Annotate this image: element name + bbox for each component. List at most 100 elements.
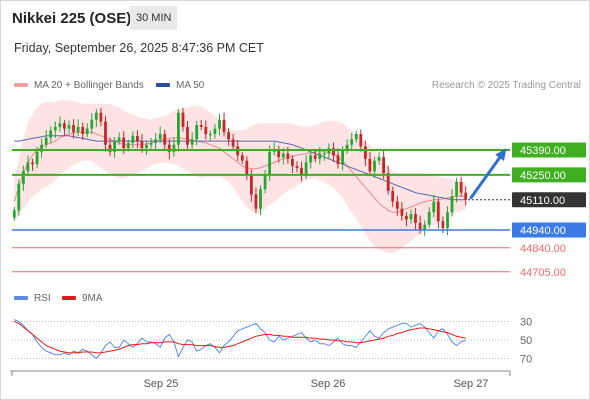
- rsi-line: [14, 319, 466, 360]
- candle-body: [213, 128, 217, 134]
- level-label: 45110.00: [520, 195, 565, 207]
- candle-body: [177, 112, 180, 145]
- candle-body: [163, 134, 167, 145]
- candle-body: [131, 135, 135, 143]
- rsi-swatch-icon: [14, 296, 28, 301]
- candle-body: [432, 201, 436, 213]
- candle-body: [172, 144, 176, 152]
- candle-body: [158, 134, 162, 140]
- candles: [12, 107, 468, 236]
- candle-body: [181, 112, 185, 127]
- candle-body: [295, 166, 299, 168]
- candle-body: [291, 158, 294, 166]
- candle-body: [446, 212, 449, 229]
- candle-body: [227, 132, 230, 140]
- instrument-title: Nikkei 225 (OSE): [12, 10, 132, 27]
- candle-body: [240, 155, 244, 161]
- research-credit: Research © 2025 Trading Central: [431, 80, 581, 91]
- candle-body: [322, 153, 326, 155]
- candle-body: [263, 174, 267, 190]
- candle-body: [136, 135, 139, 142]
- candle-body: [382, 157, 385, 174]
- interval-button[interactable]: 30 MIN: [130, 6, 178, 30]
- level-label: 45390.00: [520, 145, 566, 157]
- bollinger-band-fill: [14, 100, 466, 254]
- candle-body: [368, 158, 372, 172]
- rsi-ma-swatch-icon: [62, 296, 76, 301]
- legend-ma50-label: MA 50: [176, 80, 205, 91]
- level-label-box: [512, 142, 586, 158]
- candle-body: [208, 134, 212, 136]
- candle-body: [423, 224, 427, 230]
- candle-body: [332, 148, 335, 156]
- projection-arrowhead: [495, 148, 507, 161]
- candle-body: [63, 123, 66, 129]
- legend-rsi-label: RSI: [34, 293, 51, 304]
- candle-body: [268, 151, 271, 175]
- candle-body: [145, 144, 148, 149]
- candle-body: [464, 192, 468, 200]
- candle-body: [341, 150, 344, 165]
- candle-body: [354, 134, 358, 140]
- candle-body: [49, 130, 53, 138]
- projection-arrow: [469, 151, 505, 200]
- candle-body: [359, 134, 363, 147]
- x-axis: Sep 25 Sep 26 Sep 27: [10, 370, 511, 390]
- legend-rsi: RSI: [14, 293, 51, 304]
- candle-body: [286, 153, 290, 159]
- candle-body: [85, 128, 89, 134]
- candle-body: [405, 215, 408, 220]
- candle-body: [76, 126, 80, 133]
- candle-body: [391, 190, 395, 202]
- candle-body: [259, 189, 262, 209]
- candle-body: [53, 126, 57, 131]
- level-label: 44940.00: [520, 225, 566, 237]
- candle-body: [199, 125, 203, 127]
- candle-body: [364, 146, 367, 159]
- candle-body: [400, 208, 404, 216]
- candle-body: [427, 212, 431, 225]
- bollinger-swatch-icon: [14, 83, 28, 88]
- candle-body: [72, 125, 75, 133]
- candle-body: [304, 162, 308, 175]
- candle-body: [386, 173, 390, 191]
- bollinger-band: [14, 100, 466, 254]
- level-label: 44705.00: [520, 267, 566, 279]
- candle-body: [281, 153, 285, 158]
- candle-body: [186, 126, 189, 145]
- candle-body: [12, 210, 16, 218]
- level-label-box: [512, 222, 586, 238]
- candle-body: [231, 139, 235, 147]
- candle-body: [81, 126, 85, 134]
- candle-body: [167, 144, 171, 152]
- candle-body: [17, 183, 21, 211]
- rsi-panel: 70 50 30: [12, 317, 532, 366]
- level-label: 45250.00: [520, 170, 566, 182]
- candle-body: [409, 214, 413, 220]
- candle-body: [35, 151, 39, 165]
- level-label-box: [512, 192, 586, 208]
- candle-body: [414, 214, 417, 223]
- candle-body: [318, 153, 322, 159]
- candle-body: [104, 121, 107, 145]
- candle-body: [436, 201, 440, 222]
- candle-body: [345, 144, 349, 150]
- ma50-swatch-icon: [156, 83, 170, 88]
- legend-rsi-ma-label: 9MA: [82, 293, 103, 304]
- candle-body: [154, 139, 157, 143]
- candle-body: [300, 167, 303, 175]
- candle-body: [218, 119, 221, 129]
- ma50-line: [14, 135, 466, 201]
- candle-body: [250, 174, 253, 195]
- level-label-box: [512, 167, 586, 183]
- rsi-tick-label: 30: [520, 317, 532, 329]
- candle-body: [254, 194, 258, 209]
- candle-body: [140, 141, 144, 149]
- candle-body: [309, 155, 313, 163]
- candle-body: [40, 144, 43, 152]
- candle-body: [459, 182, 463, 193]
- candle-body: [44, 137, 48, 145]
- candle-body: [277, 150, 281, 158]
- candle-body: [418, 222, 422, 230]
